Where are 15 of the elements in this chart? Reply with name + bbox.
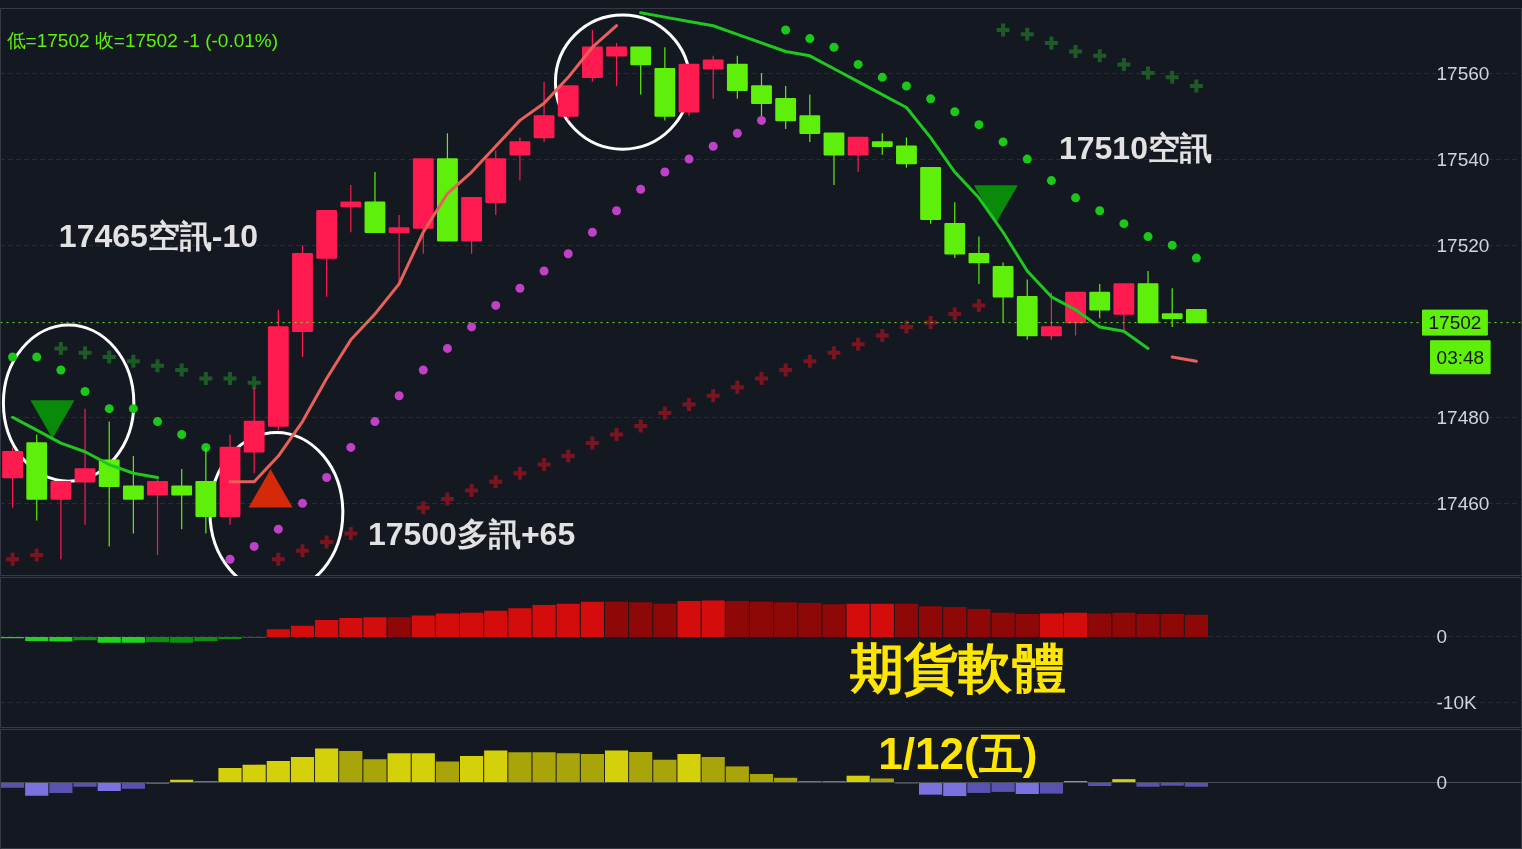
annotation: 17500多訊+65 <box>367 516 576 553</box>
y-tick-label: 0 <box>1436 626 1448 648</box>
annotation: 17465空訊-10 <box>58 218 259 255</box>
annotation: 1/12(五) <box>878 729 1038 778</box>
y-tick-label: 17480 <box>1436 406 1490 428</box>
annotation: 低=17502 收=17502 -1 (-0.01%) <box>6 29 279 51</box>
y-tick-label: 17460 <box>1436 492 1490 514</box>
y-tick-label: 17560 <box>1436 62 1490 84</box>
y-tick-label: 17520 <box>1436 234 1490 256</box>
ref-line-label: 17502 <box>1428 312 1482 334</box>
y-tick-label: -10K <box>1436 691 1477 713</box>
annotation: 期貨軟體 <box>848 638 1066 699</box>
y-tick-label: 17540 <box>1436 148 1490 170</box>
annotation: 17510空訊 <box>1058 129 1212 166</box>
annotation: 03:48 <box>1436 346 1485 368</box>
